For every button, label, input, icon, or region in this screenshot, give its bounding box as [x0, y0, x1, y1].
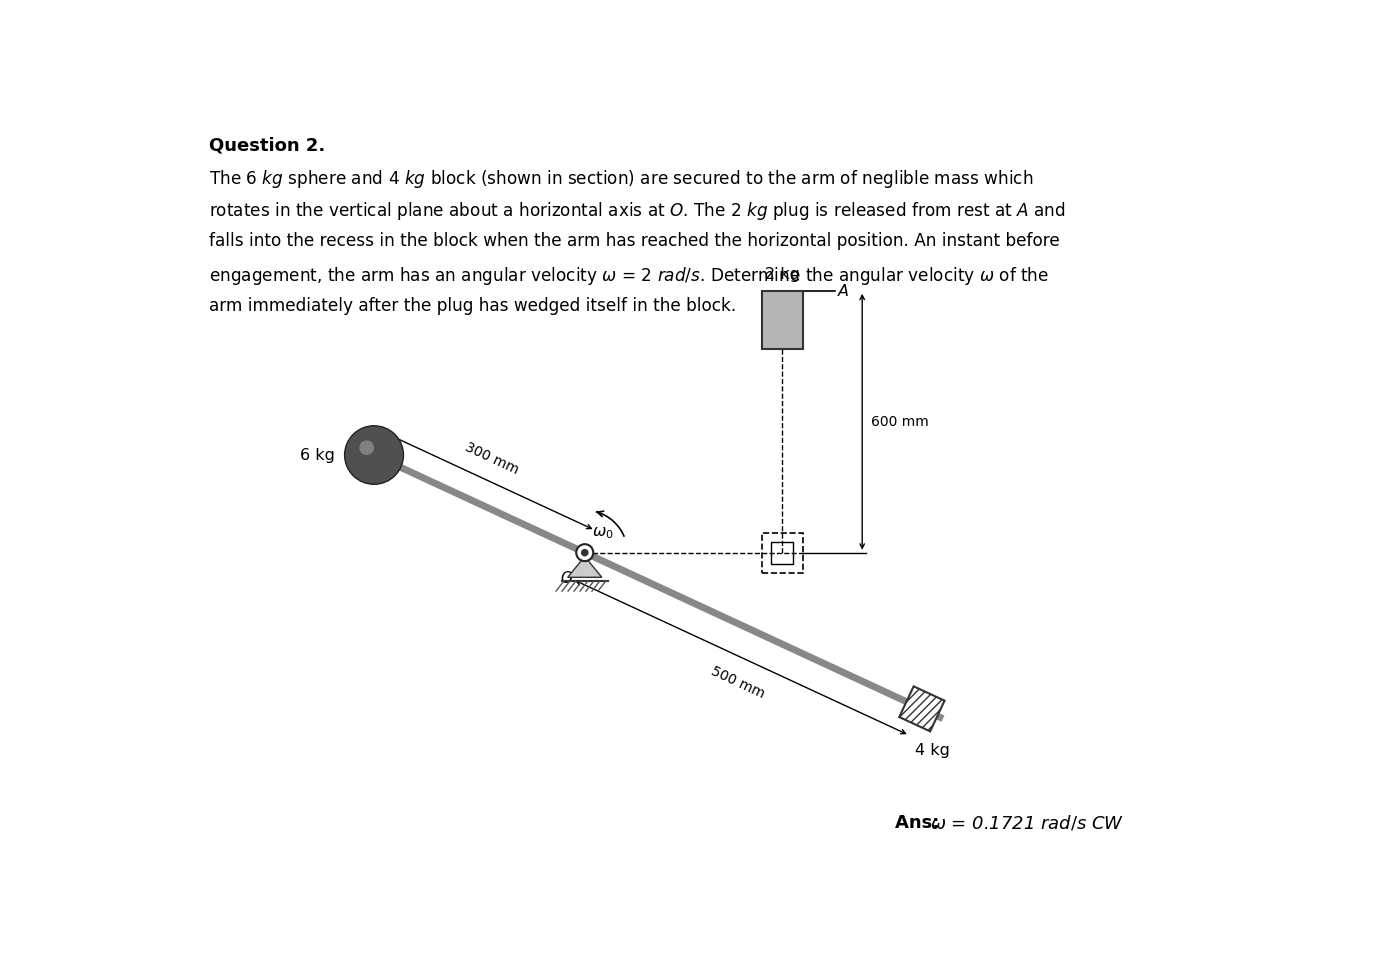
- Text: Ans:: Ans:: [895, 814, 945, 832]
- Circle shape: [576, 544, 593, 562]
- Circle shape: [345, 425, 404, 484]
- Text: 500 mm: 500 mm: [709, 664, 767, 702]
- Text: falls into the recess in the block when the arm has reached the horizontal posit: falls into the recess in the block when …: [209, 232, 1059, 250]
- Text: rotates in the vertical plane about a horizontal axis at $O$. The 2 $kg$ plug is: rotates in the vertical plane about a ho…: [209, 200, 1065, 222]
- Bar: [763, 533, 803, 572]
- Circle shape: [359, 440, 374, 455]
- Text: $\omega$ = 0.1721 $rad/s$ CW: $\omega$ = 0.1721 $rad/s$ CW: [930, 813, 1123, 832]
- Text: engagement, the arm has an angular velocity $\omega$ = 2 $rad/s$. Determine the : engagement, the arm has an angular veloc…: [209, 265, 1050, 287]
- Text: 300 mm: 300 mm: [462, 440, 521, 477]
- Circle shape: [582, 550, 587, 556]
- Bar: [771, 542, 793, 564]
- Text: The 6 $kg$ sphere and 4 $kg$ block (shown in section) are secured to the arm of : The 6 $kg$ sphere and 4 $kg$ block (show…: [209, 168, 1033, 190]
- Text: $A$: $A$: [837, 283, 849, 299]
- Text: 600 mm: 600 mm: [871, 415, 930, 429]
- Text: 2 kg: 2 kg: [766, 267, 800, 281]
- Polygon shape: [899, 686, 945, 731]
- Text: 6 kg: 6 kg: [301, 448, 335, 463]
- Text: $\omega_0$: $\omega_0$: [592, 525, 614, 541]
- Text: arm immediately after the plug has wedged itself in the block.: arm immediately after the plug has wedge…: [209, 297, 736, 315]
- Polygon shape: [568, 557, 601, 577]
- Text: $O$: $O$: [560, 569, 574, 586]
- Text: 4 kg: 4 kg: [916, 743, 951, 758]
- Text: Question 2.: Question 2.: [209, 137, 326, 155]
- Bar: [763, 291, 803, 349]
